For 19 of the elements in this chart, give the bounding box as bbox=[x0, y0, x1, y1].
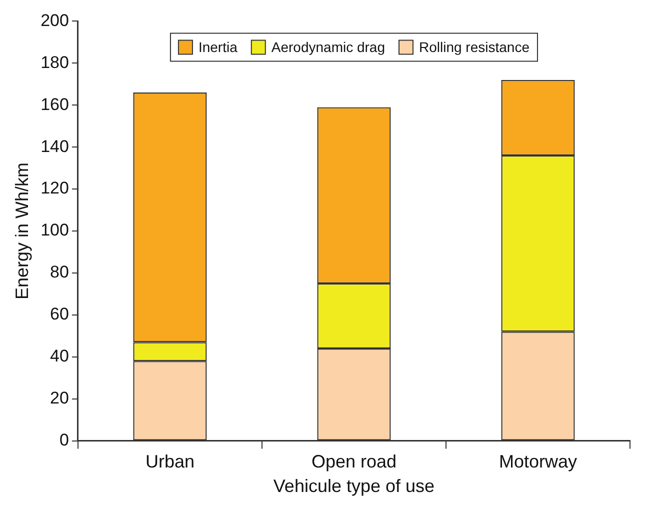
y-axis-title: Energy in Wh/km bbox=[12, 162, 32, 300]
y-tick-label: 120 bbox=[40, 178, 69, 198]
y-tick-label: 200 bbox=[40, 10, 69, 30]
y-tick-label: 140 bbox=[40, 136, 69, 156]
y-tick-label: 180 bbox=[40, 52, 69, 72]
x-tick-label: Urban bbox=[145, 452, 194, 472]
y-tick-label: 60 bbox=[50, 304, 69, 324]
y-tick-label: 0 bbox=[59, 430, 69, 450]
x-tick-label: Motorway bbox=[498, 452, 578, 472]
legend-label: Aerodynamic drag bbox=[271, 39, 386, 56]
x-axis-title: Vehicule type of use bbox=[273, 476, 435, 496]
y-tick-label: 100 bbox=[40, 220, 69, 240]
legend-label: Inertia bbox=[198, 39, 238, 56]
x-tick-label: Open road bbox=[311, 452, 397, 472]
y-tick-label: 80 bbox=[50, 262, 69, 282]
y-tick-label: 40 bbox=[50, 346, 69, 366]
y-tick-label: 160 bbox=[40, 94, 69, 114]
y-tick-label: 20 bbox=[50, 388, 69, 408]
legend-label: Rolling resistance bbox=[418, 39, 530, 56]
